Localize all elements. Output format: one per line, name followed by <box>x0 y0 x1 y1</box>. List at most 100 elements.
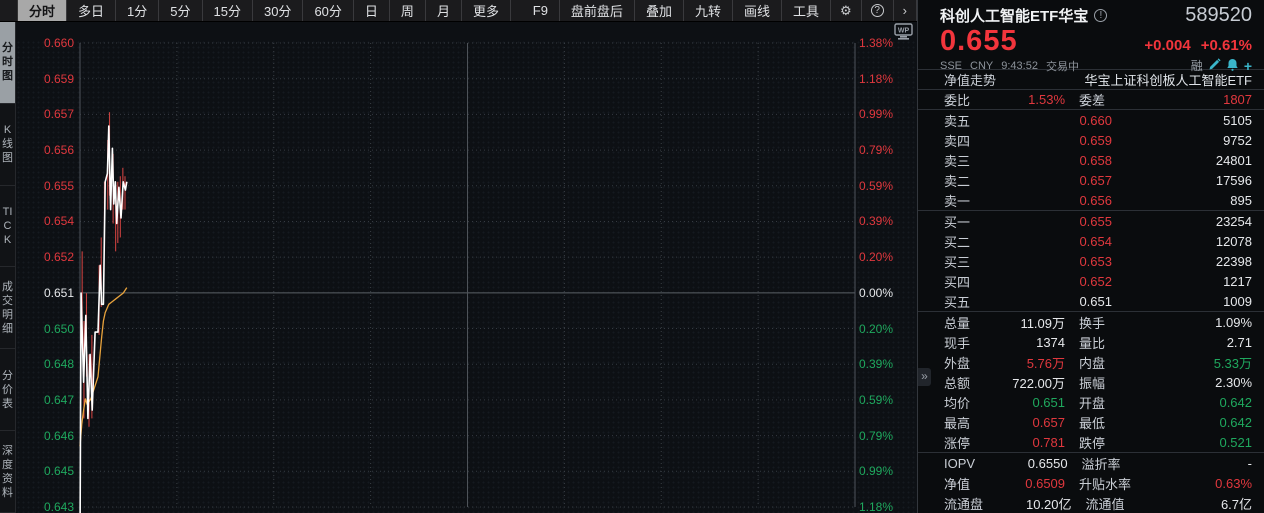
y-axis-percent-label: 0.79% <box>859 143 894 158</box>
weicha-label: 委差 <box>1079 93 1106 108</box>
y-axis-price-label: 0.659 <box>43 71 74 86</box>
edit-pencil-icon[interactable] <box>1208 57 1221 74</box>
bid-levels: 买一 0.655 23254 买二 0.654 12078 买三 0.653 2… <box>918 211 1264 312</box>
sidebar-view-item[interactable]: TICK <box>0 186 15 268</box>
tool-button[interactable]: 九转 <box>684 0 733 21</box>
exchange-label: SSE <box>940 59 963 72</box>
last-price: 0.655 <box>940 25 1018 57</box>
sidebar-view-item[interactable]: 分价表 <box>0 349 15 432</box>
period-tab[interactable]: 日 <box>354 0 390 21</box>
sidebar-view-item[interactable]: 成交明细 <box>0 267 15 350</box>
sidebar-view-item[interactable]: 深度资料 <box>0 431 15 513</box>
y-axis-percent-label: 0.39% <box>859 357 894 372</box>
add-plus-icon[interactable]: + <box>1243 57 1252 74</box>
sidebar-view-item[interactable]: K线图 <box>0 104 15 186</box>
ask-row[interactable]: 卖一 0.656 895 <box>944 192 1252 209</box>
y-axis-price-label: 0.648 <box>43 357 74 372</box>
ask-row[interactable]: 卖三 0.658 24801 <box>944 152 1252 169</box>
fund-full-name: 华宝上证科创板人工智能ETF <box>1084 73 1252 88</box>
ask-row[interactable]: 卖四 0.659 9752 <box>944 132 1252 149</box>
weicha-value: 1807 <box>1223 92 1253 107</box>
y-axis-percent-label: 1.38% <box>859 36 894 50</box>
ask-row[interactable]: 卖二 0.657 17596 <box>944 172 1252 189</box>
settings-gear-icon[interactable]: ⚙ <box>831 0 862 21</box>
nav-value-trend-row[interactable]: 净值走势 华宝上证科创板人工智能ETF <box>918 70 1264 90</box>
y-axis-percent-label: 1.18% <box>859 71 894 86</box>
y-axis-price-label: 0.655 <box>43 178 74 193</box>
toolbar-tools: F9 盘前盘后 叠加 九转 画线 工具 ⚙ ? › <box>522 0 917 21</box>
chevron-right-icon[interactable]: › <box>894 0 917 21</box>
period-tab[interactable]: 1分 <box>116 0 160 21</box>
bid-row[interactable]: 买四 0.652 1217 <box>944 273 1252 290</box>
intraday-chart[interactable]: 0.660 0.659 0.657 0.656 0.655 0.654 0.652 0.651… <box>16 36 917 513</box>
period-tab[interactable]: 周 <box>390 0 426 21</box>
period-tab[interactable]: 30分 <box>253 0 304 21</box>
period-tab[interactable]: 5分 <box>159 0 203 21</box>
fund-stat-row: 净值 0.6509 升贴水率 0.63% <box>944 475 1253 492</box>
wp-monitor-icon[interactable]: WP <box>894 22 913 40</box>
y-axis-price-label: 0.651 <box>43 285 74 300</box>
ask-row[interactable]: 卖五 0.660 5105 <box>944 112 1252 129</box>
fund-stat-row: 流通盘 10.20亿 流通值 6.7亿 <box>944 496 1253 512</box>
period-tab[interactable]: 月 <box>426 0 462 21</box>
toolbar-spacer <box>0 0 18 21</box>
bid-row[interactable]: 买一 0.655 23254 <box>944 213 1252 230</box>
quote-infobar: WP <box>16 22 917 40</box>
tool-buttons: F9 盘前盘后 叠加 九转 画线 工具 <box>522 0 831 21</box>
y-axis-percent-label: 0.20% <box>859 321 894 336</box>
period-tab[interactable]: 分时 <box>18 0 68 21</box>
infobar-segments <box>84 22 240 40</box>
y-axis-percent-label: 0.99% <box>859 464 894 479</box>
y-axis-price-label: 0.643 <box>43 500 74 513</box>
fund-stat-row: IOPV 0.6550 溢折率 - <box>944 455 1253 472</box>
bid-row[interactable]: 买三 0.653 22398 <box>944 253 1252 270</box>
weibi-value: 1.53% <box>1028 92 1066 107</box>
margin-badge: 融 <box>1190 59 1203 73</box>
y-axis-percent-label: 0.00% <box>859 285 894 300</box>
stat-row: 最高 0.657 最低 0.642 <box>944 414 1253 431</box>
y-axis-price-label: 0.645 <box>43 464 74 479</box>
help-icon[interactable]: ? <box>862 0 894 21</box>
panel-expand-arrow-icon[interactable]: » <box>918 368 931 386</box>
info-icon[interactable]: ! <box>1094 9 1108 22</box>
stat-row: 涨停 0.781 跌停 0.521 <box>944 434 1253 451</box>
quote-panel: 科创人工智能ETF华宝 ! 589520 0.655 +0.004 +0.61% … <box>917 0 1264 513</box>
stock-code: 589520 <box>1185 4 1252 26</box>
period-tab[interactable]: 更多 <box>462 0 511 21</box>
period-tab[interactable]: 15分 <box>203 0 253 21</box>
alert-bell-icon[interactable] <box>1226 58 1239 74</box>
y-axis-price-label: 0.650 <box>43 321 74 336</box>
y-axis-price-label: 0.646 <box>43 428 74 443</box>
stat-row: 均价 0.651 开盘 0.642 <box>944 394 1253 411</box>
chart-section: 分时 多日 1分 5分 15分 30分 60分 日 周 月 <box>0 0 917 513</box>
stat-row: 总量 11.09万 换手 1.09% <box>944 314 1253 331</box>
y-axis-price-label: 0.657 <box>43 107 74 122</box>
y-axis-price-label: 0.654 <box>43 214 74 229</box>
y-axis-percent-label: 0.20% <box>859 250 894 265</box>
nav-trend-label: 净值走势 <box>944 73 997 88</box>
tool-button[interactable]: 工具 <box>782 0 831 21</box>
tool-button[interactable]: 画线 <box>733 0 782 21</box>
bid-row[interactable]: 买二 0.654 12078 <box>944 233 1252 250</box>
ask-levels: 卖五 0.660 5105 卖四 0.659 9752 卖三 0.658 248… <box>918 110 1264 211</box>
period-tabs: 分时 多日 1分 5分 15分 30分 60分 日 周 月 <box>18 0 511 21</box>
period-tab[interactable]: 60分 <box>303 0 354 21</box>
tool-button[interactable]: 盘前盘后 <box>560 0 635 21</box>
y-axis-price-label: 0.656 <box>43 143 74 158</box>
trading-status: 交易中 <box>1045 60 1079 73</box>
bid-row[interactable]: 买五 0.651 1009 <box>944 293 1252 310</box>
y-axis-price-label: 0.660 <box>43 36 74 50</box>
stat-row: 总额 722.00万 振幅 2.30% <box>944 374 1253 391</box>
sidebar-view-item[interactable]: 分时图 <box>0 22 15 104</box>
tool-button[interactable]: 叠加 <box>635 0 684 21</box>
y-axis-percent-label: 0.59% <box>859 392 894 407</box>
stat-row: 现手 1374 量比 2.71 <box>944 334 1253 351</box>
period-tab[interactable]: 多日 <box>67 0 117 21</box>
price-change: +0.004 +0.61% <box>1144 37 1252 54</box>
view-sidebar: 分时图 K线图 TICK 成交明细 分价表 深度资料 <box>0 22 16 513</box>
tool-button[interactable]: F9 <box>522 0 560 21</box>
y-axis-percent-label: 0.59% <box>859 178 894 193</box>
y-axis-percent-label: 0.99% <box>859 107 894 122</box>
y-axis-percent-label: 1.18% <box>859 500 894 513</box>
